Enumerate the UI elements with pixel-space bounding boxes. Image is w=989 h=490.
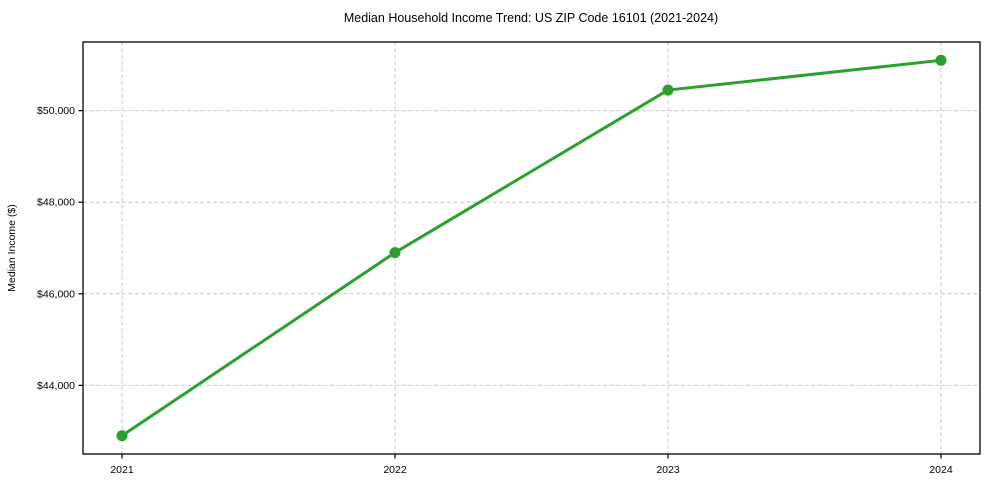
trend-line bbox=[120, 58, 943, 438]
x-tick-label: 2021 bbox=[110, 464, 134, 476]
y-tick-label: $48,000 bbox=[37, 197, 75, 209]
x-tick-label: 2022 bbox=[383, 464, 407, 476]
plot-border bbox=[82, 41, 981, 455]
trend-line-series bbox=[116, 54, 947, 442]
data-point-2024 bbox=[935, 54, 947, 66]
x-tick-label: 2023 bbox=[656, 464, 680, 476]
tick-labels: $44,000 $46,000 $48,000 $50,000 2021 2022 2023… bbox=[37, 105, 953, 476]
data-point-2022 bbox=[389, 247, 401, 259]
data-point-2021 bbox=[116, 430, 128, 442]
data-point-2023 bbox=[662, 84, 674, 96]
gridlines bbox=[83, 42, 980, 454]
x-tick-label: 2024 bbox=[929, 464, 953, 476]
y-tick-label: $44,000 bbox=[37, 380, 75, 392]
chart-title: Median Household Income Trend: US ZIP Co… bbox=[344, 11, 718, 25]
y-axis-label: Median Income ($) bbox=[6, 204, 18, 292]
y-tick-label: $50,000 bbox=[37, 105, 75, 117]
y-tick-label: $46,000 bbox=[37, 288, 75, 300]
axis-ticks bbox=[78, 110, 942, 459]
